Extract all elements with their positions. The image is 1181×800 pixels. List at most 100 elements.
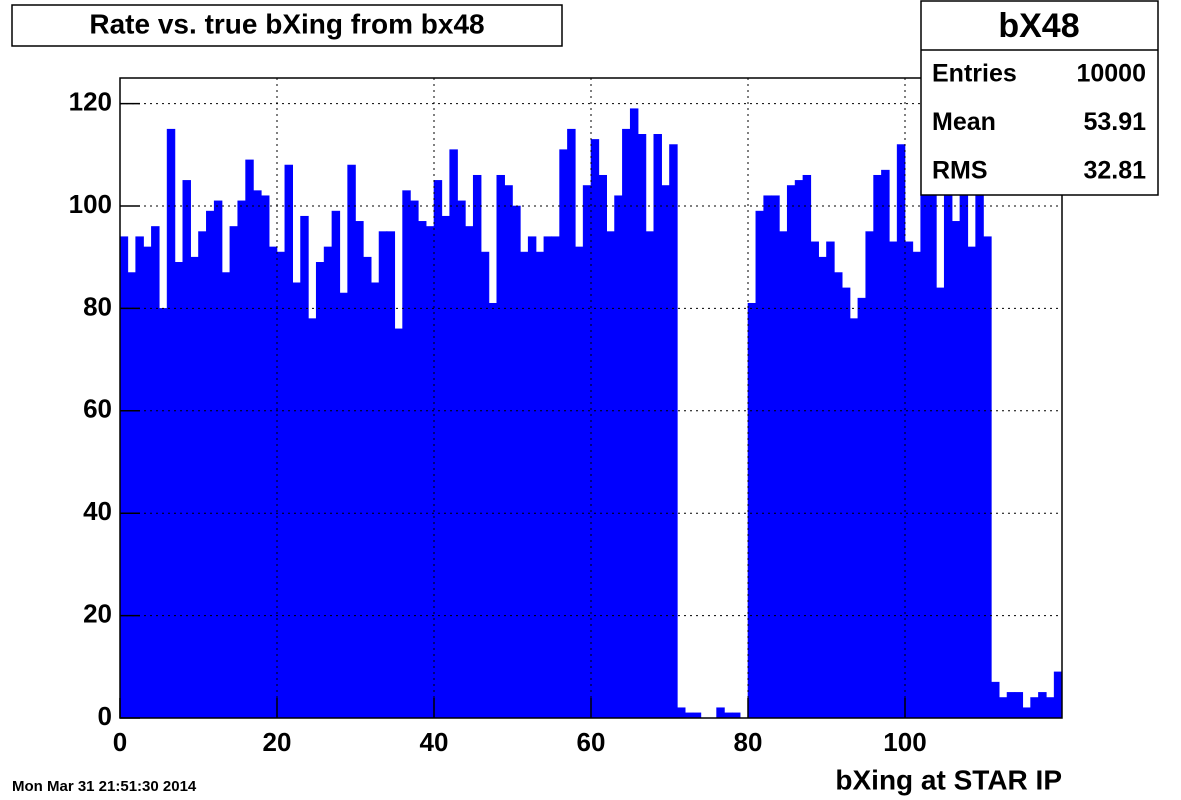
bar — [182, 180, 191, 719]
bar — [716, 707, 725, 719]
bar — [1014, 692, 1024, 719]
x-axis-label: bXing at STAR IP — [835, 764, 1062, 795]
bar — [1053, 671, 1063, 719]
bar — [763, 195, 772, 719]
bar — [684, 712, 694, 719]
bar — [818, 256, 827, 719]
bar — [504, 185, 513, 719]
bar — [943, 169, 953, 719]
stats-value: 32.81 — [1083, 157, 1146, 185]
bar — [755, 210, 764, 719]
bar — [779, 231, 788, 719]
stats-box — [920, 0, 1159, 196]
bar — [221, 272, 231, 719]
bar — [355, 221, 364, 719]
bar — [692, 712, 702, 719]
bar — [786, 185, 796, 719]
x-tick-label: 0 — [113, 727, 127, 757]
stats-label: RMS — [932, 157, 988, 185]
bar — [967, 246, 976, 719]
x-tick-label: 100 — [883, 727, 926, 757]
bar — [449, 149, 458, 719]
bar — [724, 712, 733, 719]
bar — [206, 210, 215, 719]
bar — [410, 200, 419, 719]
bar — [402, 190, 411, 719]
bar — [936, 287, 945, 719]
timestamp: Mon Mar 31 21:51:30 2014 — [12, 778, 197, 795]
bar — [1038, 692, 1047, 719]
bar — [857, 297, 867, 719]
bar — [363, 256, 372, 719]
bar — [645, 231, 655, 719]
bar — [394, 328, 403, 719]
bar — [386, 231, 396, 719]
bar — [841, 287, 851, 719]
bar — [480, 251, 490, 719]
x-tick-label: 80 — [734, 727, 763, 757]
bar — [370, 282, 380, 719]
stats-label: Entries — [932, 60, 1017, 88]
bar — [166, 128, 176, 719]
bar — [441, 215, 451, 719]
bar — [457, 200, 466, 719]
bar — [127, 272, 136, 719]
bar — [253, 190, 262, 719]
bar — [308, 318, 317, 719]
bar — [339, 292, 348, 719]
bar — [488, 302, 498, 719]
bar — [834, 272, 843, 719]
bar — [331, 210, 341, 719]
bar — [276, 251, 286, 719]
title-box — [11, 4, 563, 47]
bar — [951, 221, 961, 719]
bar — [896, 144, 906, 719]
bar — [959, 190, 969, 719]
y-tick-label: 0 — [98, 701, 112, 731]
bar — [747, 302, 757, 719]
bar — [229, 226, 239, 719]
bar — [143, 246, 152, 719]
bar — [323, 246, 333, 719]
bar — [637, 134, 647, 719]
bar — [174, 262, 184, 719]
bar — [629, 108, 639, 719]
bar — [888, 241, 898, 719]
bar — [417, 221, 427, 719]
bar — [606, 231, 615, 719]
bar — [465, 226, 474, 719]
bar — [1046, 697, 1055, 719]
bar — [559, 149, 568, 719]
y-tick-label: 60 — [83, 394, 112, 424]
bar — [669, 144, 678, 719]
bar — [260, 195, 270, 719]
bar — [213, 200, 223, 719]
bar — [622, 128, 631, 719]
bar — [527, 236, 537, 719]
bar — [912, 251, 921, 719]
bar — [433, 180, 443, 719]
bar — [190, 256, 199, 719]
bar — [1022, 707, 1031, 719]
chart-title: Rate vs. true bXing from bx48 — [89, 8, 484, 39]
bar — [920, 190, 929, 719]
bar — [574, 246, 584, 719]
bar — [983, 236, 992, 719]
bar — [425, 226, 435, 719]
x-tick-label: 60 — [577, 727, 606, 757]
stats-label: Mean — [932, 108, 996, 136]
bar — [378, 231, 388, 719]
bar — [512, 205, 521, 719]
bar — [535, 251, 545, 719]
bar — [1030, 697, 1039, 719]
bar — [292, 282, 301, 719]
bar — [245, 159, 254, 719]
bar — [237, 200, 246, 719]
x-tick-label: 20 — [263, 727, 292, 757]
bar — [614, 195, 623, 719]
bar — [975, 154, 984, 719]
bar — [151, 226, 160, 719]
bar — [998, 697, 1008, 719]
bar — [794, 180, 804, 719]
bar — [315, 262, 325, 719]
